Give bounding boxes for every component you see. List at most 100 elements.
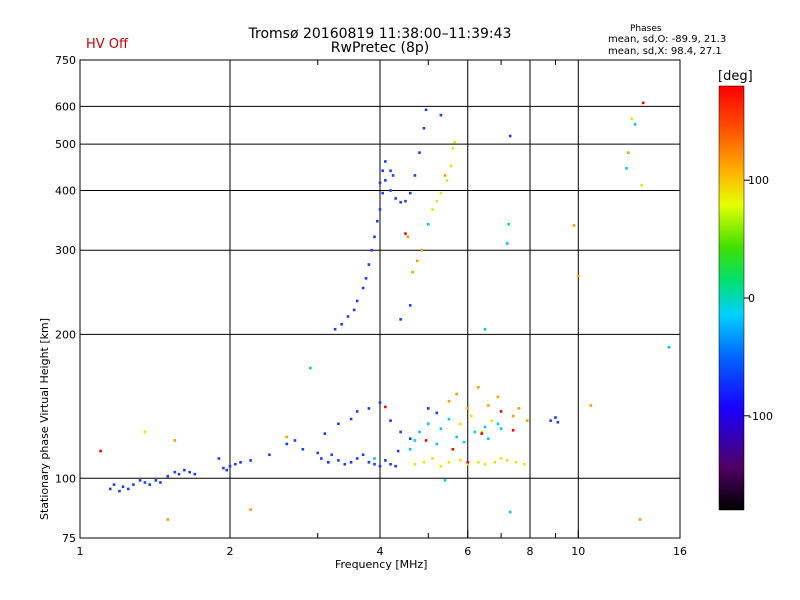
- axis-ticks: 1 2 4 6 8 10 16 75 100 200 300 400 500 600 750: [55, 54, 687, 558]
- data-point: [439, 113, 443, 117]
- data-point: [480, 432, 484, 435]
- colorbar: [718, 85, 745, 511]
- data-point: [466, 461, 470, 464]
- data-point: [352, 308, 356, 312]
- x-tick-label: 1: [77, 545, 84, 558]
- data-point: [443, 174, 447, 177]
- data-point: [188, 470, 191, 474]
- data-point: [285, 442, 289, 446]
- data-point: [361, 286, 365, 290]
- data-point: [389, 169, 392, 173]
- data-point: [166, 474, 170, 478]
- data-point: [640, 184, 643, 187]
- x-tick-label: 10: [571, 545, 585, 558]
- data-point: [641, 101, 645, 105]
- y-tick-label: 100: [55, 472, 76, 485]
- data-point: [505, 242, 509, 245]
- data-point: [549, 419, 552, 422]
- data-point: [426, 407, 430, 410]
- data-point: [330, 453, 334, 457]
- data-point: [418, 151, 421, 154]
- data-point: [523, 462, 526, 466]
- data-point: [249, 508, 252, 511]
- data-point: [384, 405, 387, 409]
- data-point: [381, 169, 384, 173]
- data-point: [222, 466, 225, 470]
- data-point: [355, 299, 359, 303]
- data-point: [349, 417, 353, 421]
- data-point: [118, 489, 121, 493]
- data-point: [183, 468, 186, 472]
- data-point: [514, 461, 518, 464]
- hv-status-label: HV Off: [86, 37, 128, 52]
- data-point: [340, 322, 343, 326]
- data-point: [576, 274, 580, 278]
- colorbar-tick-label: -100: [748, 410, 773, 423]
- data-point: [499, 427, 503, 430]
- data-point: [193, 472, 197, 476]
- data-point: [496, 395, 500, 399]
- data-point: [443, 479, 447, 482]
- data-point: [316, 451, 320, 455]
- data-point: [451, 447, 455, 451]
- data-point: [373, 235, 376, 239]
- phase-stat-o: mean, sd,O: -89.9, 21.3: [608, 34, 727, 45]
- data-point: [455, 435, 458, 439]
- data-point: [466, 462, 470, 466]
- data-point: [394, 464, 397, 468]
- data-point: [301, 447, 305, 451]
- data-point: [507, 222, 510, 226]
- data-point: [499, 410, 503, 413]
- y-tick-label: 400: [55, 184, 76, 197]
- data-point: [373, 462, 376, 466]
- data-point: [389, 462, 392, 466]
- data-point: [487, 437, 490, 441]
- x-tick-label: 4: [377, 545, 384, 558]
- data-point: [462, 440, 466, 444]
- data-point: [445, 179, 449, 182]
- data-point: [166, 518, 170, 521]
- y-tick-label: 500: [55, 138, 76, 151]
- x-tick-label: 8: [527, 545, 534, 558]
- data-point: [399, 430, 402, 434]
- data-point: [399, 318, 402, 321]
- colorbar-tick-label: 100: [748, 174, 769, 187]
- data-point: [381, 191, 384, 195]
- data-point: [638, 518, 642, 521]
- data-point: [459, 422, 462, 426]
- data-point: [470, 414, 473, 418]
- data-point: [455, 392, 458, 396]
- data-point: [493, 461, 497, 464]
- data-point: [384, 179, 387, 182]
- data-point: [422, 461, 426, 464]
- data-point: [337, 459, 340, 462]
- data-point: [426, 422, 430, 426]
- data-point: [217, 457, 221, 460]
- data-point: [389, 189, 392, 192]
- data-point: [490, 419, 493, 422]
- data-point: [483, 327, 487, 331]
- data-point: [418, 430, 421, 434]
- data-point: [483, 425, 487, 429]
- data-point: [525, 419, 529, 422]
- data-point: [375, 219, 379, 223]
- data-point: [408, 191, 412, 195]
- data-point: [126, 487, 130, 491]
- x-tick-label: 2: [227, 545, 234, 558]
- data-point: [554, 416, 557, 419]
- data-point: [249, 459, 252, 462]
- chart-title-line2: RwPretec (8p): [330, 40, 430, 56]
- data-point: [431, 457, 434, 460]
- data-point: [413, 439, 417, 442]
- data-point: [517, 407, 521, 410]
- data-point: [159, 481, 162, 484]
- data-point: [138, 479, 142, 482]
- data-point: [389, 419, 392, 422]
- data-point: [349, 461, 353, 464]
- x-axis-label: Frequency [MHz]: [335, 558, 428, 571]
- data-point: [439, 427, 443, 430]
- data-point: [411, 270, 414, 274]
- data-point: [439, 191, 443, 195]
- data-point: [355, 457, 359, 460]
- data-point: [453, 140, 457, 144]
